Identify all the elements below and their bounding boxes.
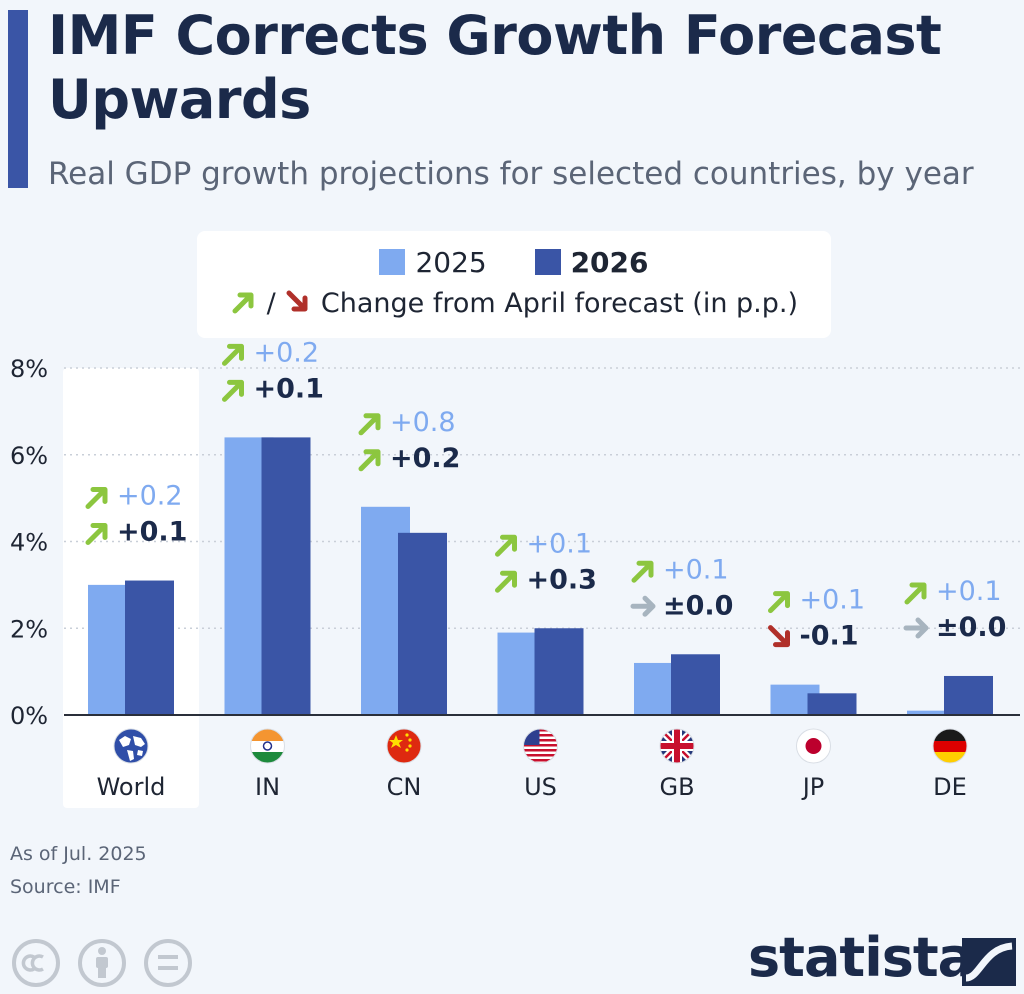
change-label-2026: ±0.0 <box>936 612 1006 643</box>
category-label: IN <box>255 773 280 801</box>
y-tick-label: 4% <box>10 529 48 557</box>
germany-flag-icon <box>932 728 968 764</box>
change-label-2026: +0.1 <box>117 517 187 548</box>
y-tick-label: 0% <box>10 702 48 730</box>
bar-group-world: +0.2 +0.1 World <box>85 481 187 801</box>
change-label-2026: ±0.0 <box>663 590 733 621</box>
bar-group-de: +0.1 ±0.0 DE <box>903 576 1006 801</box>
legend-swatch-2025 <box>379 249 406 275</box>
arrow-up-icon <box>222 379 244 402</box>
legend-change-label: Change from April forecast (in p.p.) <box>320 288 799 319</box>
no-derivatives-icon <box>144 939 192 987</box>
category-label: World <box>97 773 166 801</box>
bar-group-us: +0.1 +0.3 US <box>495 528 597 801</box>
y-tick-label: 6% <box>10 442 48 470</box>
bar-2026-world <box>125 580 174 715</box>
attribution-icon <box>78 939 126 987</box>
us-flag-icon <box>523 728 558 764</box>
license-icons <box>12 939 192 987</box>
change-label-2026: +0.1 <box>254 373 324 404</box>
cc-icon <box>12 939 60 987</box>
arrow-down-icon <box>768 625 790 648</box>
title-accent-bar <box>8 10 28 188</box>
arrow-up-icon <box>768 591 790 614</box>
globe-icon <box>113 728 149 764</box>
change-label-2026: +0.2 <box>390 443 460 474</box>
bar-group-in: +0.2 +0.1 IN <box>222 340 324 801</box>
bar-2026-gb <box>671 654 720 715</box>
statista-logo-mark-icon <box>962 938 1016 986</box>
bar-2025-de <box>907 710 956 715</box>
legend-label-2026: 2026 <box>570 246 649 279</box>
arrow-down-icon <box>286 290 308 312</box>
arrow-up-icon <box>904 582 927 605</box>
chart-subtitle: Real GDP growth projections for selected… <box>48 156 974 192</box>
change-label-2026: -0.1 <box>800 621 859 652</box>
statista-logo: statista <box>748 926 1020 990</box>
arrow-up-icon <box>358 413 381 436</box>
arrow-up-icon <box>631 560 654 583</box>
india-flag-icon <box>250 728 285 764</box>
bar-2026-cn <box>398 532 447 715</box>
category-label: GB <box>659 773 694 801</box>
category-label: DE <box>933 773 967 801</box>
arrow-up-icon <box>85 487 108 510</box>
bar-chart: 0%2%4%6%8%+0.2+0.1World+0.2+0.1IN+0.8+0.… <box>10 340 1020 808</box>
chart-title: IMF Corrects Growth Forecast Upwards <box>48 4 942 131</box>
change-label-2025: +0.1 <box>527 528 593 559</box>
legend-label-2025: 2025 <box>415 246 487 279</box>
category-label: CN <box>387 773 422 801</box>
arrow-flat-icon <box>903 617 929 639</box>
bar-group-gb: +0.1 ±0.0 GB <box>630 554 733 801</box>
footnote-source: Source: IMF <box>10 876 121 898</box>
arrow-up-icon <box>495 534 517 557</box>
change-label-2026: +0.3 <box>527 564 597 595</box>
arrow-up-icon <box>85 523 108 546</box>
change-label-2025: +0.1 <box>800 585 866 616</box>
uk-flag-icon <box>659 728 695 764</box>
change-label-2025: +0.2 <box>117 481 183 512</box>
bar-group-jp: +0.1 -0.1 JP <box>768 585 866 801</box>
arrow-up-icon <box>495 570 517 593</box>
footnote-date: As of Jul. 2025 <box>10 843 147 865</box>
arrow-up-icon <box>222 343 244 366</box>
bar-2026-jp <box>807 693 857 715</box>
legend-separator: / <box>266 288 276 319</box>
change-label-2025: +0.2 <box>254 340 320 368</box>
category-label: JP <box>801 773 825 801</box>
change-label-2025: +0.8 <box>390 407 456 438</box>
bar-2026-de <box>944 675 993 715</box>
brand-name: statista <box>748 926 974 989</box>
y-tick-label: 8% <box>10 355 48 383</box>
bar-group-cn: +0.8 +0.2 CN <box>358 407 460 801</box>
arrow-up-icon <box>232 292 254 314</box>
arrow-flat-icon <box>630 595 656 617</box>
y-tick-label: 2% <box>10 615 48 643</box>
legend-swatch-2026 <box>534 249 561 275</box>
category-label: US <box>524 773 557 801</box>
legend: 2025 2026 / Change from April forecast (… <box>197 231 831 338</box>
change-label-2025: +0.1 <box>936 576 1002 607</box>
bar-2026-in <box>261 437 311 715</box>
japan-flag-icon <box>796 728 831 764</box>
china-flag-icon <box>386 728 422 764</box>
bar-2026-us <box>534 628 584 715</box>
change-label-2025: +0.1 <box>663 554 729 585</box>
arrow-up-icon <box>358 449 381 472</box>
